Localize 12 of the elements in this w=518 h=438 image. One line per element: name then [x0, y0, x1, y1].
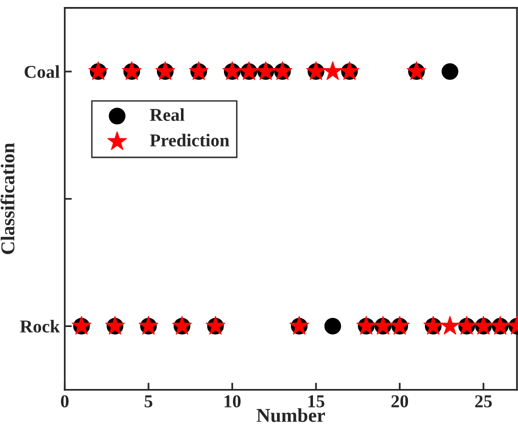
x-tick-label: 25: [475, 395, 492, 408]
category-label: Coal: [24, 65, 60, 78]
x-tick-label: 0: [60, 395, 69, 408]
y-axis-title: Classification: [0, 142, 14, 254]
x-axis-title: Number: [256, 408, 326, 422]
x-tick-label: 20: [391, 395, 408, 408]
x-tick-label: 10: [224, 395, 241, 408]
x-tick-label: 5: [144, 395, 152, 408]
category-label: Rock: [20, 320, 60, 333]
legend-label: Real: [150, 108, 184, 121]
legend-label: Prediction: [150, 134, 230, 146]
x-tick-label: 15: [308, 395, 324, 408]
